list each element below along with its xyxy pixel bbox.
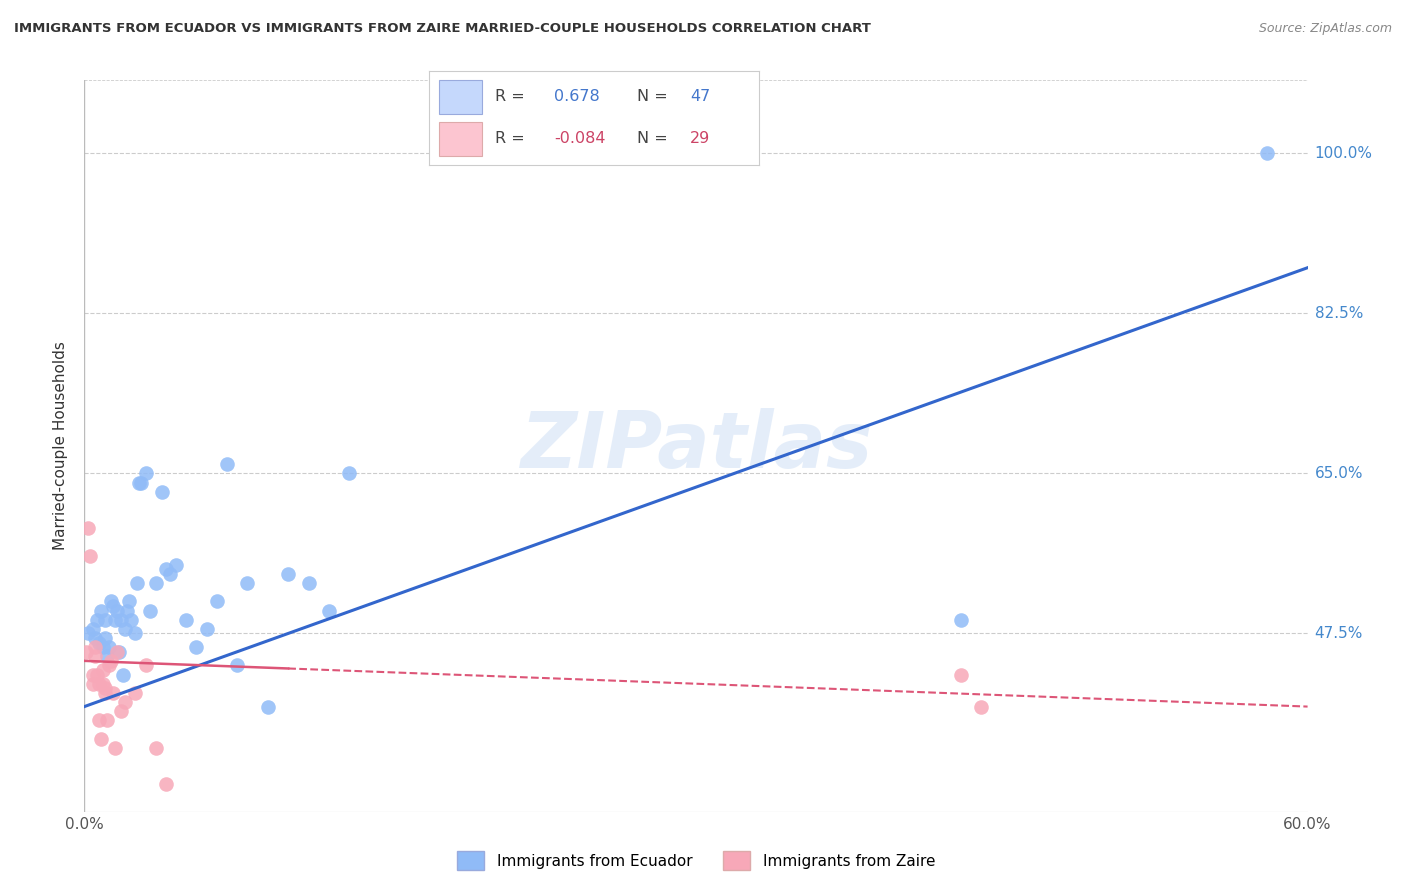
- Point: [950, 667, 973, 681]
- Text: 82.5%: 82.5%: [1315, 306, 1362, 321]
- Text: 65.0%: 65.0%: [1315, 466, 1362, 481]
- Point: [155, 777, 177, 791]
- Point: [186, 640, 208, 655]
- Point: [97, 658, 120, 673]
- Point: [100, 594, 122, 608]
- Text: R =: R =: [495, 131, 524, 146]
- Point: [110, 613, 132, 627]
- Point: [120, 613, 142, 627]
- Point: [115, 604, 138, 618]
- Point: [104, 740, 127, 755]
- Point: [950, 613, 973, 627]
- Point: [970, 699, 993, 714]
- Point: [86, 667, 108, 681]
- Point: [83, 631, 105, 645]
- Point: [90, 731, 112, 746]
- Text: 0.678: 0.678: [554, 89, 600, 104]
- Point: [112, 667, 135, 681]
- Point: [83, 649, 105, 664]
- Point: [75, 645, 97, 659]
- Point: [77, 521, 100, 535]
- Point: [93, 631, 115, 645]
- Text: 29: 29: [690, 131, 710, 146]
- Point: [93, 613, 115, 627]
- Point: [87, 714, 110, 728]
- Point: [150, 484, 173, 499]
- Point: [159, 567, 181, 582]
- Point: [145, 576, 167, 591]
- Point: [155, 562, 177, 576]
- Text: ZIPatlas: ZIPatlas: [520, 408, 872, 484]
- Point: [104, 613, 127, 627]
- Point: [135, 467, 157, 481]
- Point: [195, 622, 218, 636]
- Point: [91, 663, 114, 677]
- Point: [96, 714, 118, 728]
- Point: [138, 604, 160, 618]
- Point: [82, 677, 104, 691]
- Point: [1256, 146, 1278, 161]
- Text: R =: R =: [495, 89, 524, 104]
- Point: [135, 658, 157, 673]
- Point: [165, 558, 187, 572]
- Point: [318, 604, 340, 618]
- Point: [257, 699, 280, 714]
- Point: [339, 467, 360, 481]
- Point: [82, 622, 104, 636]
- Point: [91, 677, 114, 691]
- FancyBboxPatch shape: [439, 79, 482, 113]
- Text: 47.5%: 47.5%: [1315, 626, 1362, 641]
- Point: [298, 576, 321, 591]
- Point: [277, 567, 299, 582]
- Text: Source: ZipAtlas.com: Source: ZipAtlas.com: [1258, 22, 1392, 36]
- Point: [127, 576, 149, 591]
- Point: [124, 686, 146, 700]
- Text: N =: N =: [637, 131, 668, 146]
- Point: [128, 475, 150, 490]
- Point: [114, 622, 136, 636]
- Point: [82, 667, 104, 681]
- Point: [87, 677, 110, 691]
- Text: N =: N =: [637, 89, 668, 104]
- Point: [96, 649, 118, 664]
- Point: [174, 613, 197, 627]
- Text: -0.084: -0.084: [554, 131, 606, 146]
- Point: [205, 594, 228, 608]
- Point: [131, 475, 153, 490]
- Point: [83, 640, 105, 655]
- Point: [108, 645, 131, 659]
- Point: [91, 640, 114, 655]
- Point: [101, 686, 124, 700]
- Point: [100, 654, 122, 668]
- Point: [97, 640, 120, 655]
- Point: [118, 594, 141, 608]
- Point: [145, 740, 167, 755]
- Point: [93, 681, 115, 696]
- Point: [114, 695, 136, 709]
- Point: [86, 613, 108, 627]
- FancyBboxPatch shape: [439, 122, 482, 156]
- Point: [105, 645, 128, 659]
- Point: [90, 604, 112, 618]
- Point: [217, 458, 239, 472]
- Point: [101, 599, 124, 613]
- Point: [110, 704, 132, 718]
- Y-axis label: Married-couple Households: Married-couple Households: [53, 342, 69, 550]
- Point: [87, 635, 110, 649]
- Point: [79, 549, 101, 563]
- Legend: Immigrants from Ecuador, Immigrants from Zaire: Immigrants from Ecuador, Immigrants from…: [457, 851, 935, 870]
- Point: [226, 658, 249, 673]
- Point: [236, 576, 259, 591]
- Text: IMMIGRANTS FROM ECUADOR VS IMMIGRANTS FROM ZAIRE MARRIED-COUPLE HOUSEHOLDS CORRE: IMMIGRANTS FROM ECUADOR VS IMMIGRANTS FR…: [14, 22, 870, 36]
- Point: [105, 604, 128, 618]
- Point: [124, 626, 146, 640]
- Text: 100.0%: 100.0%: [1315, 146, 1372, 161]
- Point: [77, 626, 100, 640]
- Point: [93, 686, 115, 700]
- Text: 47: 47: [690, 89, 710, 104]
